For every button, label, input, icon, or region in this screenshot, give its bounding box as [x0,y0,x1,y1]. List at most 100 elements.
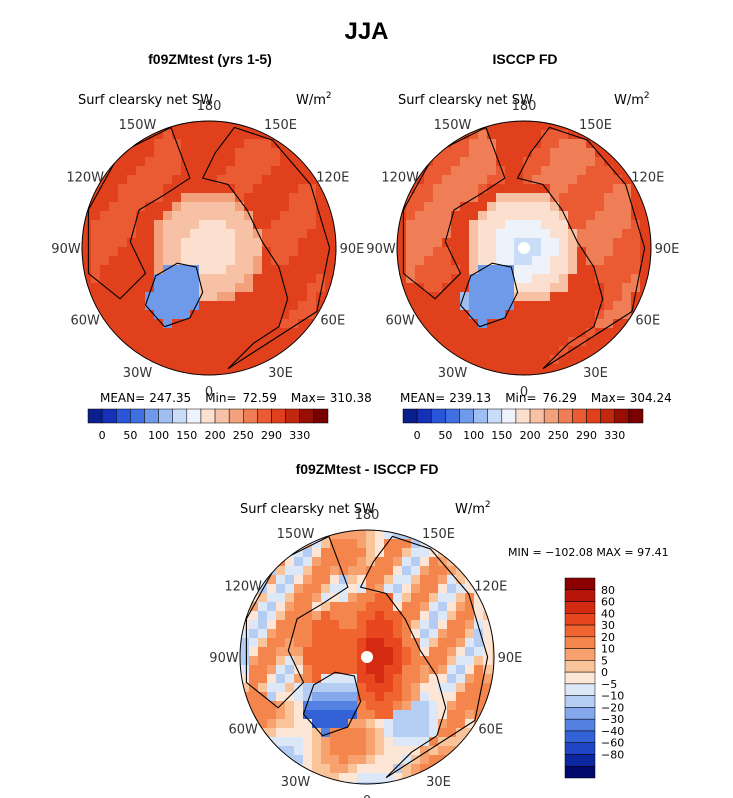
field-cell [145,337,155,347]
colorbar-tick-label: 30 [601,619,615,632]
field-cell [136,202,146,212]
field-cell [330,584,340,594]
field-cell [523,229,533,239]
field-cell [280,265,290,275]
field-cell [357,710,367,720]
colorbar-swatch [558,408,573,424]
field-cell [577,139,587,149]
field-cell [631,184,641,194]
pole-hole [361,651,373,663]
field-cell [631,238,641,248]
field-cell [91,256,101,266]
field-cell [487,202,497,212]
field-cell [460,328,470,338]
field-cell [532,121,542,131]
field-cell [258,674,268,684]
field-cell [330,737,340,747]
field-cell [303,710,313,720]
field-cell [267,701,277,711]
field-cell [127,148,137,158]
field-cell [375,746,385,756]
lon-label: 120E [474,580,507,595]
field-cell [402,575,412,585]
field-cell [424,247,434,257]
field-cell [271,256,281,266]
field-cell [604,157,614,167]
field-cell [118,139,128,149]
field-cell [649,265,651,275]
field-cell [163,229,173,239]
field-cell [357,557,367,567]
coastline [359,535,489,779]
field-cell [532,346,542,356]
colorbar-tick-label: 250 [548,429,569,442]
field-cell [420,575,430,585]
field-cell [145,328,155,338]
field-cell [145,157,155,167]
field-cell [357,611,367,621]
field-cell [586,202,596,212]
field-cell [649,220,651,230]
field-cell [100,292,110,302]
field-cell [366,773,376,783]
field-cell [253,328,263,338]
field-cell [190,175,200,185]
field-cell [357,728,367,738]
field-cell [550,319,560,329]
field-cell [334,238,336,248]
field-cell [262,319,272,329]
field-cell [276,575,286,585]
field-cell [262,355,272,365]
field-cell [298,148,308,158]
field-cell [474,638,484,648]
field-cell [577,337,587,347]
field-cell [451,184,461,194]
field-cell [541,292,551,302]
field-cell [631,202,641,212]
field-cell [532,238,542,248]
field-cell [172,166,182,176]
field-cell [487,175,497,185]
field-cell [199,211,209,221]
field-cell [456,620,466,630]
field-cell [330,764,340,774]
field-cell [496,157,506,167]
field-cell [163,130,173,140]
lon-label: 30W [438,366,468,381]
field-cell [253,346,263,356]
field-cell [181,130,191,140]
lon-label: 90E [340,242,365,257]
field-cell [532,229,542,239]
field-cell [514,229,524,239]
field-cell [433,247,443,257]
field-cell [289,193,299,203]
field-cell [190,310,200,320]
field-cell [613,319,623,329]
field-cell [226,247,236,257]
colorbar-swatch [564,695,596,708]
field-cell [492,611,494,621]
field-cell [375,557,385,567]
field-cell [415,265,425,275]
field-cell [523,337,533,347]
field-cell [411,683,421,693]
field-cell [433,202,443,212]
colorbar-swatch [473,408,488,424]
field-cell [622,157,632,167]
field-cell [474,656,484,666]
field-cell [172,184,182,194]
field-cell [316,283,326,293]
field-cell [487,292,497,302]
field-cell [235,364,245,374]
field-cell [586,247,596,257]
field-cell [208,274,218,284]
field-cell [303,737,313,747]
field-cell [442,292,452,302]
field-cell [631,193,641,203]
field-cell [469,247,479,257]
field-cell [357,629,367,639]
field-cell [523,121,533,131]
field-cell [226,283,236,293]
field-cell [532,247,542,257]
field-cell [586,184,596,194]
